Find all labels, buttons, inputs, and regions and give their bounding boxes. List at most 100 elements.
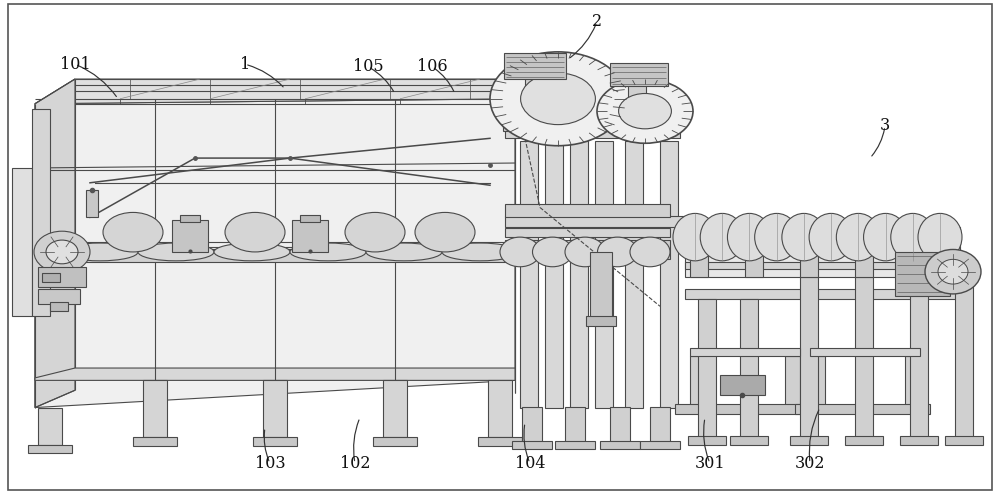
- Ellipse shape: [630, 237, 670, 267]
- Bar: [38, 267, 86, 287]
- Bar: [610, 63, 668, 86]
- Text: 301: 301: [695, 455, 725, 472]
- Bar: [133, 437, 177, 446]
- Bar: [512, 441, 552, 449]
- Ellipse shape: [565, 237, 605, 267]
- Polygon shape: [35, 368, 515, 380]
- Bar: [503, 112, 673, 123]
- Bar: [685, 227, 960, 242]
- Text: 102: 102: [340, 455, 370, 472]
- Bar: [253, 437, 297, 446]
- Text: 101: 101: [60, 56, 90, 73]
- Bar: [895, 252, 950, 296]
- Bar: [42, 273, 60, 282]
- Ellipse shape: [755, 213, 799, 261]
- Ellipse shape: [938, 259, 968, 284]
- Bar: [263, 380, 287, 437]
- Bar: [640, 441, 680, 449]
- Bar: [690, 356, 705, 405]
- Ellipse shape: [290, 243, 366, 261]
- Ellipse shape: [925, 249, 981, 294]
- Bar: [745, 246, 763, 277]
- Bar: [800, 246, 818, 277]
- Ellipse shape: [532, 237, 572, 267]
- Ellipse shape: [700, 213, 744, 261]
- Bar: [800, 277, 818, 437]
- Bar: [810, 356, 825, 405]
- Bar: [795, 404, 930, 414]
- Bar: [600, 441, 640, 449]
- Ellipse shape: [597, 79, 693, 143]
- Bar: [172, 220, 208, 252]
- Bar: [505, 124, 680, 138]
- Bar: [565, 407, 585, 442]
- Bar: [586, 316, 616, 326]
- Text: 105: 105: [353, 58, 383, 75]
- Bar: [595, 141, 613, 408]
- Bar: [740, 299, 758, 437]
- Bar: [488, 380, 512, 437]
- Text: 3: 3: [880, 118, 890, 134]
- Bar: [685, 240, 960, 247]
- Ellipse shape: [891, 213, 935, 261]
- Bar: [625, 141, 643, 408]
- Bar: [910, 277, 928, 437]
- Bar: [383, 380, 407, 437]
- Ellipse shape: [34, 231, 90, 273]
- Bar: [505, 240, 670, 259]
- Bar: [570, 141, 588, 408]
- Bar: [520, 141, 538, 408]
- Bar: [545, 141, 563, 408]
- Bar: [300, 215, 320, 222]
- Text: 1: 1: [240, 56, 250, 73]
- Bar: [86, 190, 98, 217]
- Bar: [504, 53, 566, 79]
- Bar: [555, 441, 595, 449]
- Bar: [32, 109, 50, 316]
- Bar: [685, 262, 960, 269]
- Bar: [38, 408, 62, 445]
- Ellipse shape: [864, 213, 908, 261]
- Bar: [955, 277, 973, 437]
- Bar: [525, 78, 543, 104]
- Text: 106: 106: [417, 58, 447, 75]
- Bar: [690, 348, 800, 356]
- Ellipse shape: [598, 237, 638, 267]
- Text: 103: 103: [255, 455, 285, 472]
- Bar: [505, 228, 670, 237]
- Bar: [685, 247, 960, 277]
- Bar: [50, 302, 68, 311]
- Bar: [810, 348, 920, 356]
- Bar: [292, 220, 328, 252]
- Ellipse shape: [46, 240, 78, 264]
- Ellipse shape: [782, 213, 826, 261]
- Bar: [650, 407, 670, 442]
- Bar: [855, 277, 873, 437]
- Bar: [478, 437, 522, 446]
- Bar: [28, 445, 72, 453]
- Ellipse shape: [619, 93, 671, 129]
- Ellipse shape: [62, 243, 138, 261]
- Bar: [505, 216, 690, 227]
- Bar: [522, 407, 542, 442]
- Text: 2: 2: [592, 13, 602, 30]
- Bar: [628, 85, 646, 109]
- Bar: [38, 289, 80, 304]
- Bar: [730, 436, 768, 445]
- Ellipse shape: [366, 243, 442, 261]
- Bar: [720, 375, 765, 395]
- Bar: [845, 436, 883, 445]
- Bar: [905, 356, 920, 405]
- Bar: [505, 204, 670, 217]
- Bar: [143, 380, 167, 437]
- Ellipse shape: [673, 213, 717, 261]
- Polygon shape: [35, 99, 515, 408]
- Polygon shape: [35, 79, 515, 104]
- Bar: [503, 121, 673, 131]
- Ellipse shape: [918, 213, 962, 261]
- Bar: [660, 141, 678, 408]
- Ellipse shape: [442, 243, 518, 261]
- Ellipse shape: [345, 212, 405, 252]
- Ellipse shape: [415, 212, 475, 252]
- Ellipse shape: [490, 52, 626, 146]
